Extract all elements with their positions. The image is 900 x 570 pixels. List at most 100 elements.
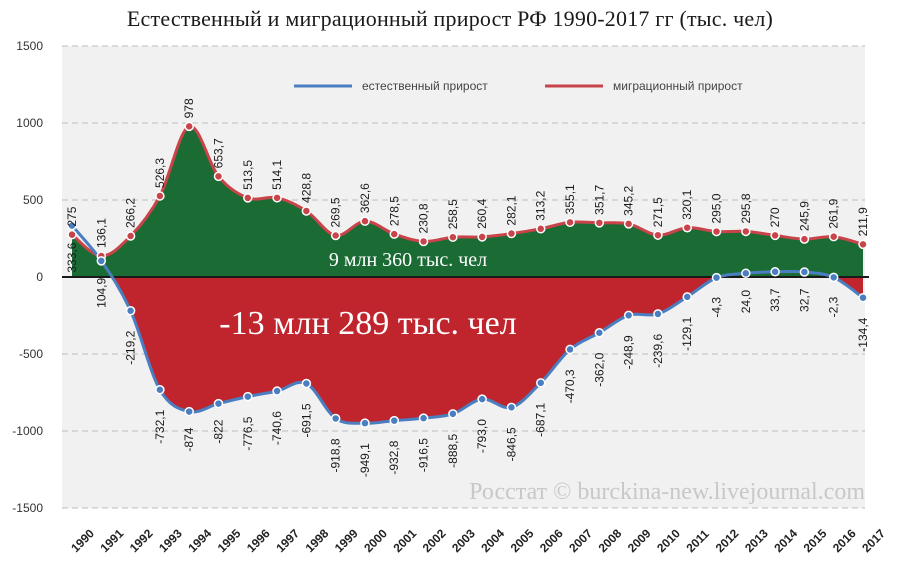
natural-point xyxy=(301,378,312,389)
y-tick-label: 1000 xyxy=(16,116,43,130)
natural-point xyxy=(155,384,165,395)
natural-data-label: -362,0 xyxy=(592,352,606,386)
migration-data-label: 211,9 xyxy=(856,207,870,236)
natural-point xyxy=(799,267,810,277)
y-tick-label: 500 xyxy=(23,193,43,207)
x-tick-label: 2016 xyxy=(830,526,859,555)
migration-point xyxy=(741,226,751,237)
x-tick-label: 2009 xyxy=(625,526,654,555)
natural-point xyxy=(213,398,224,409)
natural-data-label: -740,6 xyxy=(270,411,284,445)
y-tick-label: -500 xyxy=(19,347,43,361)
watermark: Росстат © burckina-new.livejournal.com xyxy=(469,479,865,505)
migration-data-label: 278,5 xyxy=(387,196,401,226)
y-tick-label: -1000 xyxy=(12,424,43,438)
migration-point xyxy=(477,232,487,242)
migration-point xyxy=(565,217,575,228)
natural-point xyxy=(477,394,487,404)
migration-point xyxy=(155,191,165,201)
migration-data-label: 261,9 xyxy=(827,198,841,228)
migration-data-label: 355,1 xyxy=(563,184,577,214)
natural-data-label: -822 xyxy=(211,419,225,443)
migration-point xyxy=(858,239,868,250)
natural-data-label: -732,1 xyxy=(153,409,167,443)
migration-data-label: 514,1 xyxy=(270,159,284,189)
natural-point xyxy=(243,391,253,402)
x-tick-label: 1995 xyxy=(215,526,244,555)
natural-point xyxy=(535,378,546,388)
migration-data-label: 351,7 xyxy=(592,184,606,214)
x-tick-label: 1990 xyxy=(68,526,97,555)
x-tick-label: 2007 xyxy=(566,526,595,555)
natural-data-label: -932,8 xyxy=(387,440,401,474)
natural-data-label: -793,0 xyxy=(475,419,489,453)
x-tick-label: 2015 xyxy=(801,526,830,555)
natural-data-label: -134,4 xyxy=(856,317,870,351)
x-tick-label: 2017 xyxy=(859,526,888,555)
natural-point xyxy=(272,386,282,396)
natural-point xyxy=(506,402,517,413)
migration-point xyxy=(243,193,253,203)
natural-data-label: 104,9 xyxy=(94,277,108,307)
natural-data-label: -2,3 xyxy=(827,296,841,317)
migration-point xyxy=(125,231,136,241)
chart-title: Естественный и миграционный прирост РФ 1… xyxy=(126,6,774,31)
migration-data-label: 258,5 xyxy=(446,199,460,229)
migration-data-label: 269,5 xyxy=(329,197,343,227)
migration-data-label: 653,7 xyxy=(211,138,225,168)
natural-data-label: -874 xyxy=(182,427,196,451)
migration-point xyxy=(653,230,663,240)
natural-point xyxy=(565,344,575,355)
natural-data-label: -239,6 xyxy=(651,334,665,368)
migration-point xyxy=(301,206,312,216)
x-tick-label: 1999 xyxy=(332,526,361,555)
x-tick-label: 1994 xyxy=(185,526,214,555)
natural-point xyxy=(330,413,341,424)
migration-data-label: 320,1 xyxy=(680,189,694,219)
migration-data-label: 428,8 xyxy=(299,173,313,203)
migration-data-label: 270 xyxy=(768,207,782,227)
migration-data-label: 295,8 xyxy=(739,193,753,223)
natural-data-label: -918,8 xyxy=(329,438,343,472)
natural-line xyxy=(70,224,864,425)
migration-point xyxy=(389,229,400,239)
migration-data-label: 313,2 xyxy=(534,190,548,220)
natural-point xyxy=(360,418,370,428)
x-tick-label: 2004 xyxy=(478,526,507,555)
natural-point xyxy=(594,327,605,338)
natural-point xyxy=(389,415,400,426)
x-tick-label: 1998 xyxy=(303,526,332,555)
natural-point xyxy=(770,267,780,277)
natural-data-label: 33,7 xyxy=(768,288,782,312)
migration-data-label: 513,5 xyxy=(241,160,255,190)
x-tick-label: 1993 xyxy=(156,526,185,555)
natural-data-label: -949,1 xyxy=(358,443,372,477)
natural-point xyxy=(858,292,868,303)
natural-data-label: -248,9 xyxy=(622,335,636,369)
x-tick-label: 2013 xyxy=(742,526,771,555)
x-tick-label: 2008 xyxy=(596,526,625,555)
migration-point xyxy=(828,231,839,242)
migration-line xyxy=(71,124,864,258)
migration-point xyxy=(213,171,224,182)
migration-data-label: 978 xyxy=(182,98,196,118)
migration-point xyxy=(799,234,810,244)
migration-data-label: 275 xyxy=(65,206,79,226)
migration-point xyxy=(448,232,458,242)
migration-point xyxy=(594,218,605,228)
migration-data-label: 260,4 xyxy=(475,199,489,229)
x-tick-label: 1992 xyxy=(127,526,156,555)
annotation-migration-total: 9 млн 360 тыс. чел xyxy=(329,249,487,271)
natural-data-label: -691,5 xyxy=(299,403,313,437)
natural-point xyxy=(184,406,194,417)
migration-data-label: 271,5 xyxy=(651,197,665,227)
migration-point xyxy=(711,226,722,237)
migration-data-label: 345,2 xyxy=(622,185,636,215)
x-tick-label: 1996 xyxy=(244,526,273,555)
legend-natural-label: естественный прирост xyxy=(362,79,488,93)
x-tick-label: 2002 xyxy=(420,526,449,555)
x-tick-label: 2001 xyxy=(390,526,419,555)
migration-point xyxy=(535,224,546,234)
migration-point xyxy=(770,230,780,241)
